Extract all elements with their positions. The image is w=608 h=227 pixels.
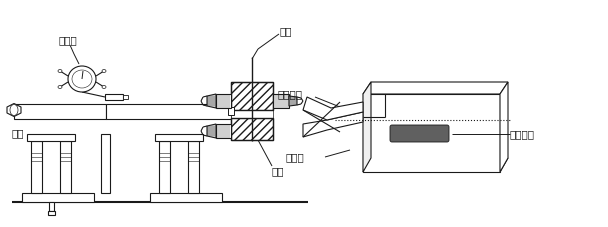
- Polygon shape: [363, 82, 371, 172]
- Bar: [228, 107, 234, 115]
- Bar: [150, 193, 222, 202]
- Text: 齿轮: 齿轮: [272, 166, 285, 176]
- Ellipse shape: [58, 69, 62, 72]
- Polygon shape: [363, 94, 500, 172]
- Ellipse shape: [58, 86, 62, 89]
- Text: 量值: 量值: [12, 128, 24, 138]
- Ellipse shape: [102, 69, 106, 72]
- Bar: [159, 141, 170, 193]
- Bar: [155, 134, 203, 141]
- Ellipse shape: [68, 66, 96, 92]
- Bar: [216, 124, 231, 138]
- Polygon shape: [303, 97, 363, 120]
- Bar: [123, 95, 128, 99]
- Bar: [216, 94, 231, 108]
- Bar: [60, 141, 71, 193]
- Bar: [273, 94, 289, 108]
- Text: 接触斑点: 接触斑点: [510, 129, 535, 139]
- Bar: [31, 141, 42, 193]
- Text: 啮合面: 啮合面: [285, 152, 304, 162]
- Polygon shape: [7, 104, 21, 116]
- Bar: [49, 202, 54, 211]
- Bar: [27, 134, 75, 141]
- Bar: [231, 110, 273, 118]
- Bar: [48, 211, 55, 215]
- Bar: [231, 118, 273, 140]
- Polygon shape: [207, 94, 216, 108]
- Ellipse shape: [72, 70, 92, 88]
- Bar: [14, 104, 106, 119]
- Polygon shape: [303, 112, 363, 137]
- Bar: [22, 193, 94, 202]
- Text: 圆规: 圆规: [280, 26, 292, 36]
- Polygon shape: [363, 82, 508, 94]
- Bar: [231, 82, 273, 110]
- Polygon shape: [289, 96, 297, 106]
- Polygon shape: [207, 124, 216, 138]
- Bar: [231, 118, 273, 140]
- Bar: [105, 94, 123, 100]
- FancyBboxPatch shape: [390, 125, 449, 142]
- Text: 啮合中线: 啮合中线: [277, 89, 302, 99]
- Bar: [106, 104, 231, 119]
- Bar: [101, 134, 110, 193]
- Bar: [231, 82, 273, 110]
- Bar: [188, 141, 199, 193]
- Ellipse shape: [102, 86, 106, 89]
- Polygon shape: [363, 158, 508, 172]
- Polygon shape: [500, 82, 508, 172]
- Text: 百分表: 百分表: [58, 35, 77, 45]
- Ellipse shape: [10, 104, 18, 116]
